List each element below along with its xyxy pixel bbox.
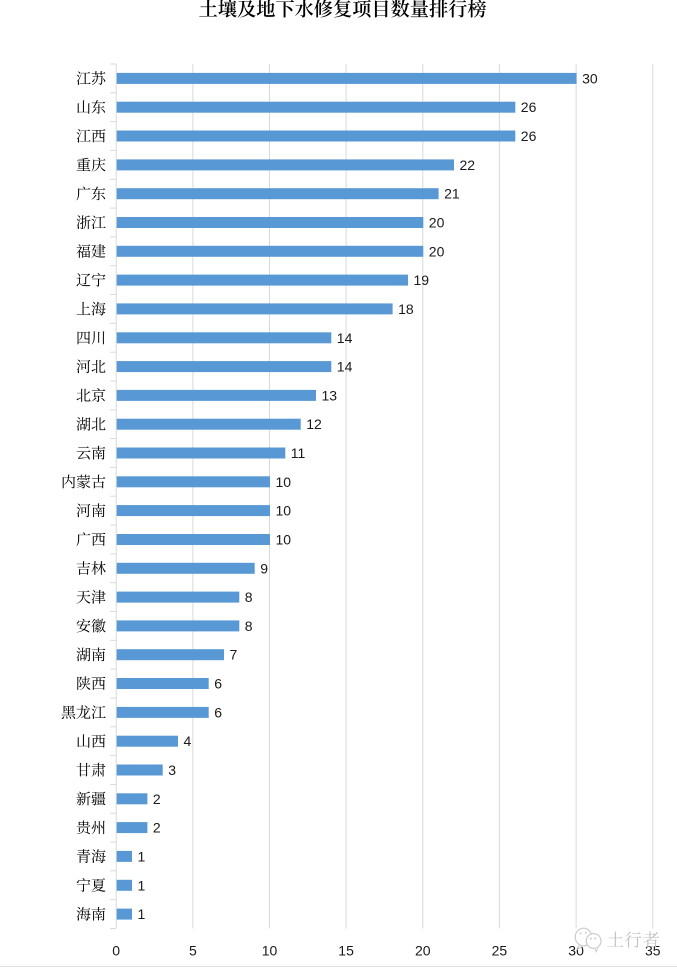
svg-text:14: 14 [337,359,353,375]
svg-text:22: 22 [460,157,476,173]
svg-text:3: 3 [168,762,176,778]
svg-text:8: 8 [245,618,253,634]
svg-text:10: 10 [276,532,292,548]
svg-text:30: 30 [582,70,598,86]
svg-text:10: 10 [276,503,292,519]
svg-text:20: 20 [429,243,445,259]
svg-text:18: 18 [398,301,414,317]
svg-text:6: 6 [214,704,222,720]
svg-text:4: 4 [184,733,192,749]
svg-text:9: 9 [260,560,268,576]
svg-text:2: 2 [153,791,161,807]
svg-text:20: 20 [415,942,431,958]
svg-text:15: 15 [338,942,354,958]
svg-text:5: 5 [189,942,197,958]
svg-text:12: 12 [306,416,322,432]
svg-text:1: 1 [138,906,146,922]
svg-text:26: 26 [521,99,537,115]
svg-text:13: 13 [322,387,338,403]
svg-text:21: 21 [444,186,460,202]
svg-text:0: 0 [112,942,120,958]
svg-text:1: 1 [138,877,146,893]
svg-text:7: 7 [230,647,238,663]
svg-text:20: 20 [429,215,445,231]
svg-text:1: 1 [138,848,146,864]
svg-text:6: 6 [214,676,222,692]
svg-text:26: 26 [521,128,537,144]
svg-text:10: 10 [276,474,292,490]
svg-text:8: 8 [245,589,253,605]
svg-text:25: 25 [492,942,508,958]
svg-text:19: 19 [414,272,430,288]
svg-text:11: 11 [291,445,306,461]
svg-text:10: 10 [262,942,278,958]
svg-text:14: 14 [337,330,353,346]
svg-text:2: 2 [153,820,161,836]
